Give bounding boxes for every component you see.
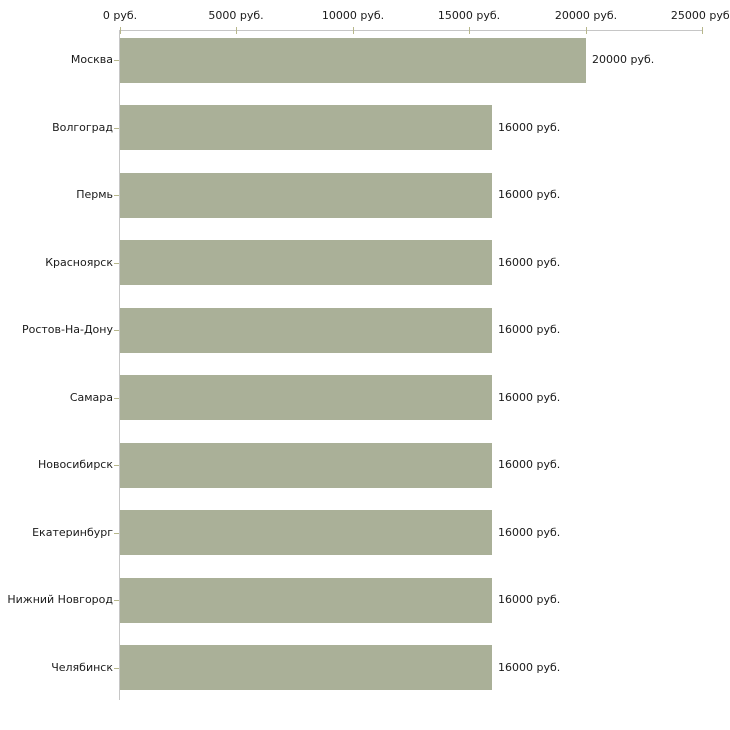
category-tick <box>114 128 119 129</box>
category-label: Красноярск <box>45 256 113 269</box>
category-label: Нижний Новгород <box>7 593 113 606</box>
category-label: Самара <box>69 391 113 404</box>
category-tick <box>114 263 119 264</box>
category-tick <box>114 60 119 61</box>
x-axis-tick-label: 0 руб. <box>102 9 138 22</box>
bar <box>120 375 492 420</box>
x-axis-tick-label: 25000 руб. <box>670 9 730 22</box>
category-label: Волгоград <box>52 121 113 134</box>
x-axis-tick <box>236 27 237 34</box>
x-axis-tick <box>702 27 703 34</box>
bar <box>120 645 492 690</box>
value-label: 16000 руб. <box>498 256 561 269</box>
x-axis-tick-label: 15000 руб. <box>437 9 501 22</box>
x-axis-tick-label: 10000 руб. <box>321 9 385 22</box>
category-label: Пермь <box>76 188 113 201</box>
bar <box>120 510 492 555</box>
category-label: Новосибирск <box>37 458 113 471</box>
x-axis-tick <box>120 27 121 34</box>
category-label: Москва <box>70 53 113 66</box>
category-label: Екатеринбург <box>32 526 113 539</box>
category-tick <box>114 330 119 331</box>
value-label: 20000 руб. <box>592 53 655 66</box>
category-tick <box>114 195 119 196</box>
category-label: Челябинск <box>51 661 113 674</box>
value-label: 16000 руб. <box>498 188 561 201</box>
category-tick <box>114 600 119 601</box>
x-axis-tick <box>469 27 470 34</box>
value-label: 16000 руб. <box>498 121 561 134</box>
x-axis-tick-label: 5000 руб. <box>208 9 264 22</box>
category-tick <box>114 668 119 669</box>
value-label: 16000 руб. <box>498 593 561 606</box>
category-tick <box>114 398 119 399</box>
category-tick <box>114 533 119 534</box>
value-label: 16000 руб. <box>498 661 561 674</box>
category-tick <box>114 465 119 466</box>
value-label: 16000 руб. <box>498 458 561 471</box>
x-axis-tick <box>353 27 354 34</box>
y-axis-line <box>119 30 120 700</box>
x-axis-tick <box>586 27 587 34</box>
bar <box>120 105 492 150</box>
value-label: 16000 руб. <box>498 526 561 539</box>
bar <box>120 308 492 353</box>
category-label: Ростов-На-Дону <box>21 323 113 336</box>
x-axis-line <box>120 30 702 31</box>
x-axis-tick-label: 20000 руб. <box>554 9 618 22</box>
value-label: 16000 руб. <box>498 391 561 404</box>
bar <box>120 443 492 488</box>
bar <box>120 578 492 623</box>
value-label: 16000 руб. <box>498 323 561 336</box>
bar <box>120 173 492 218</box>
bar <box>120 38 586 83</box>
bar <box>120 240 492 285</box>
